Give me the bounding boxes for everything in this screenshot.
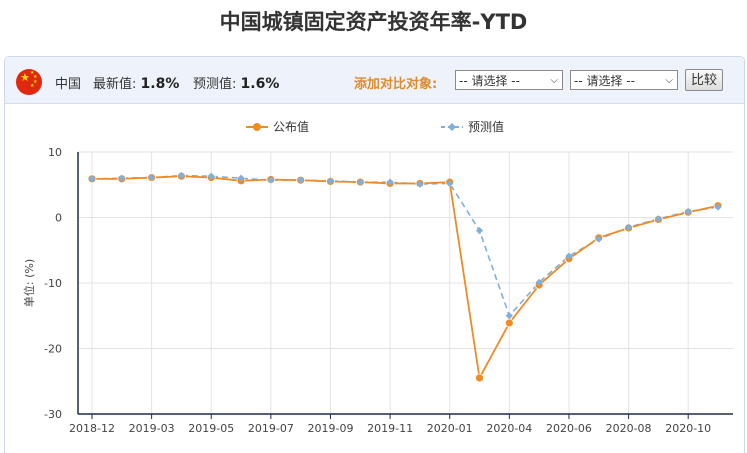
forecast-value-group: 预测值: 1.6% <box>193 73 279 92</box>
forecast-point <box>207 172 215 180</box>
legend-actual-marker <box>253 123 261 131</box>
forecast-point <box>118 174 126 182</box>
legend-forecast-marker <box>448 123 456 131</box>
chevron-down-icon: ⌵ <box>665 75 673 86</box>
x-tick-label: 2019-07 <box>248 422 294 435</box>
y-axis-label: 单位: (%) <box>22 259 36 307</box>
forecast-point <box>386 178 394 186</box>
x-tick-label: 2020-08 <box>606 422 652 435</box>
forecast-point <box>326 177 335 185</box>
forecast-point <box>237 174 245 182</box>
x-tick-label: 2019-11 <box>367 422 413 435</box>
forecast-point <box>595 235 603 243</box>
forecast-value: 1.6% <box>240 76 280 92</box>
legend-forecast-label: 预测值 <box>468 119 504 134</box>
y-tick-label: -30 <box>44 408 62 421</box>
x-tick-label: 2020-06 <box>546 422 592 435</box>
x-tick-label: 2020-04 <box>486 422 532 435</box>
y-tick-label: 0 <box>55 212 62 225</box>
compare-select-1-value: -- 请选择 -- <box>459 74 520 88</box>
china-flag-icon: ★ ★ ★ ★ ★ <box>16 69 42 95</box>
forecast-value-label: 预测值: <box>193 77 237 92</box>
forecast-point <box>624 223 633 231</box>
x-tick-label: 2018-12 <box>69 422 115 435</box>
x-tick-label: 2019-05 <box>188 422 234 435</box>
y-tick-label: -10 <box>44 277 62 290</box>
x-tick-label: 2020-10 <box>665 422 711 435</box>
forecast-point <box>446 179 454 188</box>
country-name: 中国 <box>55 77 82 92</box>
legend-actual-label: 公布值 <box>273 119 309 134</box>
compare-label: 添加对比对象: <box>354 77 438 92</box>
forecast-point <box>475 227 484 235</box>
forecast-point <box>148 173 156 182</box>
x-tick-label: 2020-01 <box>427 422 473 435</box>
series-actual-line <box>92 175 719 381</box>
forecast-point <box>267 176 275 184</box>
forecast-point <box>654 215 662 223</box>
forecast-point <box>505 312 513 320</box>
x-tick-label: 2019-03 <box>129 422 175 435</box>
x-tick-label: 2019-09 <box>307 422 353 435</box>
actual-point <box>475 373 484 383</box>
latest-value-group: 最新值: 1.8% <box>93 73 179 92</box>
y-tick-label: 10 <box>48 146 62 159</box>
chart-panel: ★ ★ ★ ★ ★ 中国 最新值: 1.8% 预测值: 1.6% 添加对比对象: -- … <box>4 56 745 453</box>
y-tick-label: -20 <box>44 343 62 356</box>
actual-point <box>504 318 514 328</box>
latest-value-label: 最新值: <box>93 77 137 92</box>
forecast-point <box>714 203 722 211</box>
forecast-point <box>684 208 692 216</box>
forecast-point <box>535 278 543 286</box>
forecast-point <box>297 176 305 184</box>
forecast-point <box>356 178 364 186</box>
compare-select-2-value: -- 请选择 -- <box>574 74 635 88</box>
forecast-point <box>565 252 573 260</box>
compare-select-1[interactable]: -- 请选择 -- ⌵ <box>455 70 563 90</box>
series-forecast-line <box>91 174 719 318</box>
forecast-point <box>416 180 424 188</box>
forecast-point <box>88 175 96 183</box>
forecast-point <box>177 171 186 180</box>
compare-button[interactable]: 比较 <box>685 69 723 91</box>
latest-value: 1.8% <box>140 76 180 92</box>
chevron-down-icon: ⌵ <box>550 75 558 86</box>
compare-select-2[interactable]: -- 请选择 -- ⌵ <box>570 70 678 90</box>
info-bar: ★ ★ ★ ★ ★ 中国 最新值: 1.8% 预测值: 1.6% 添加对比对象: -- … <box>5 57 744 104</box>
page-title: 中国城镇固定资产投资年率-YTD <box>219 10 528 34</box>
